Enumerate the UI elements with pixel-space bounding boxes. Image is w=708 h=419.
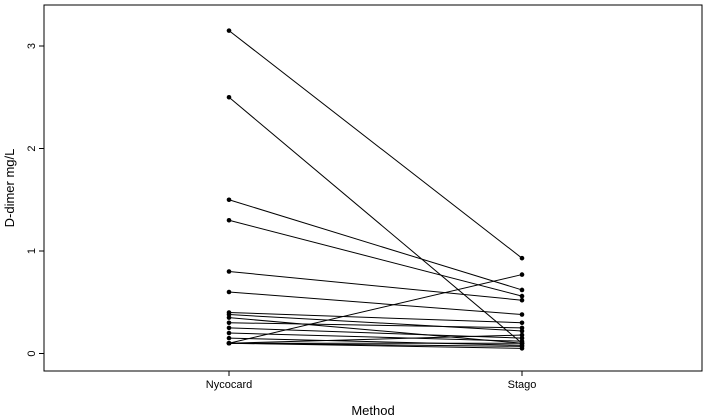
series-line: [228, 314, 523, 332]
data-point: [226, 335, 232, 341]
data-point: [519, 297, 525, 303]
x-axis-title: Method: [351, 403, 394, 418]
x-tick-label: Nycocard: [206, 379, 252, 391]
series-6: [226, 289, 525, 317]
y-axis: 0 1 2 3: [26, 43, 44, 357]
data-point: [519, 255, 525, 261]
data-point: [226, 289, 232, 295]
data-point: [519, 312, 525, 317]
series-9: [226, 315, 525, 346]
series-group: [226, 28, 525, 351]
x-axis: Nycocard Stago: [206, 371, 537, 391]
y-axis-title: D-dimer mg/L: [2, 149, 17, 228]
series-3: [226, 197, 525, 293]
series-10: [226, 320, 525, 331]
data-point: [519, 293, 525, 299]
data-point: [519, 287, 525, 293]
series-line: [228, 219, 523, 297]
series-line: [228, 342, 523, 349]
x-tick-label: Stago: [508, 379, 537, 391]
data-point: [519, 346, 525, 351]
series-line: [228, 199, 523, 291]
series-1: [226, 28, 525, 261]
y-tick-label: 3: [26, 43, 38, 49]
data-point: [226, 217, 232, 223]
series-line: [228, 334, 523, 344]
data-point: [226, 94, 232, 100]
series-line: [228, 317, 523, 344]
series-line: [228, 337, 523, 346]
data-point: [226, 330, 232, 336]
data-point: [519, 332, 525, 338]
data-point: [226, 28, 232, 33]
data-point: [226, 325, 232, 331]
data-point: [519, 325, 525, 331]
y-tick-label: 0: [26, 350, 38, 356]
data-point: [226, 269, 232, 274]
series-line: [228, 322, 523, 329]
series-line: [228, 332, 523, 342]
y-tick-label: 2: [26, 145, 38, 151]
series-5: [226, 269, 525, 303]
series-4: [226, 217, 525, 299]
series-line: [228, 96, 523, 344]
series-line: [228, 30, 523, 259]
series-line: [228, 274, 523, 344]
data-point: [226, 197, 232, 203]
data-point: [226, 340, 232, 346]
plot-frame: [43, 4, 703, 372]
data-point: [226, 315, 232, 320]
series-18: [226, 340, 525, 351]
series-line: [228, 271, 523, 301]
series-line: [228, 291, 523, 316]
data-point: [519, 272, 525, 277]
data-point: [226, 320, 232, 326]
series-2: [226, 94, 525, 346]
data-point: [519, 320, 525, 326]
y-tick-label: 1: [26, 248, 38, 254]
series-line: [228, 312, 523, 324]
